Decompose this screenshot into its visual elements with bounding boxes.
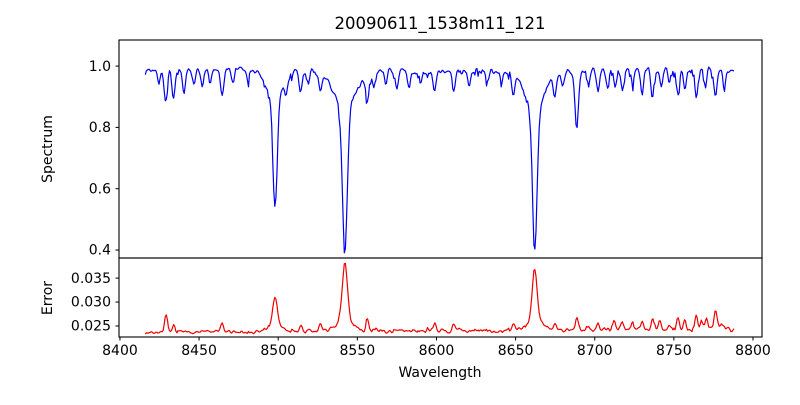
error-y-tick-label: 0.035	[71, 271, 111, 287]
x-tick-label: 8700	[577, 343, 613, 359]
spectrum-y-tick-label: 1.0	[89, 59, 111, 75]
error-y-tick-label: 0.030	[71, 295, 111, 311]
x-tick-label: 8450	[181, 343, 217, 359]
spectrum-line	[144, 66, 735, 254]
chart-title: 20090611_1538m11_121	[334, 14, 545, 34]
axis-ticks: 8400 8450 8500 8550 8600 8650 8700 8750 8800 1.0 0…	[71, 59, 771, 359]
spectrum-y-tick-label: 0.6	[89, 181, 111, 197]
x-tick-label: 8600	[419, 343, 455, 359]
spectrum-y-axis-label: Spectrum	[40, 115, 56, 183]
error-y-axis-label: Error	[40, 281, 56, 315]
spectrum-y-tick-label: 0.4	[89, 243, 111, 259]
spectrum-y-tick-label: 0.8	[89, 120, 111, 136]
x-tick-label: 8800	[735, 343, 771, 359]
x-tick-label: 8500	[260, 343, 296, 359]
x-tick-label: 8750	[656, 343, 692, 359]
error-y-tick-label: 0.025	[71, 319, 111, 335]
x-tick-label: 8550	[340, 343, 376, 359]
plot-curves	[144, 66, 735, 335]
error-panel	[118, 257, 763, 338]
x-tick-label: 8400	[102, 343, 138, 359]
x-tick-label: 8650	[498, 343, 534, 359]
x-axis-label: Wavelength	[398, 365, 481, 381]
error-line	[144, 262, 735, 335]
